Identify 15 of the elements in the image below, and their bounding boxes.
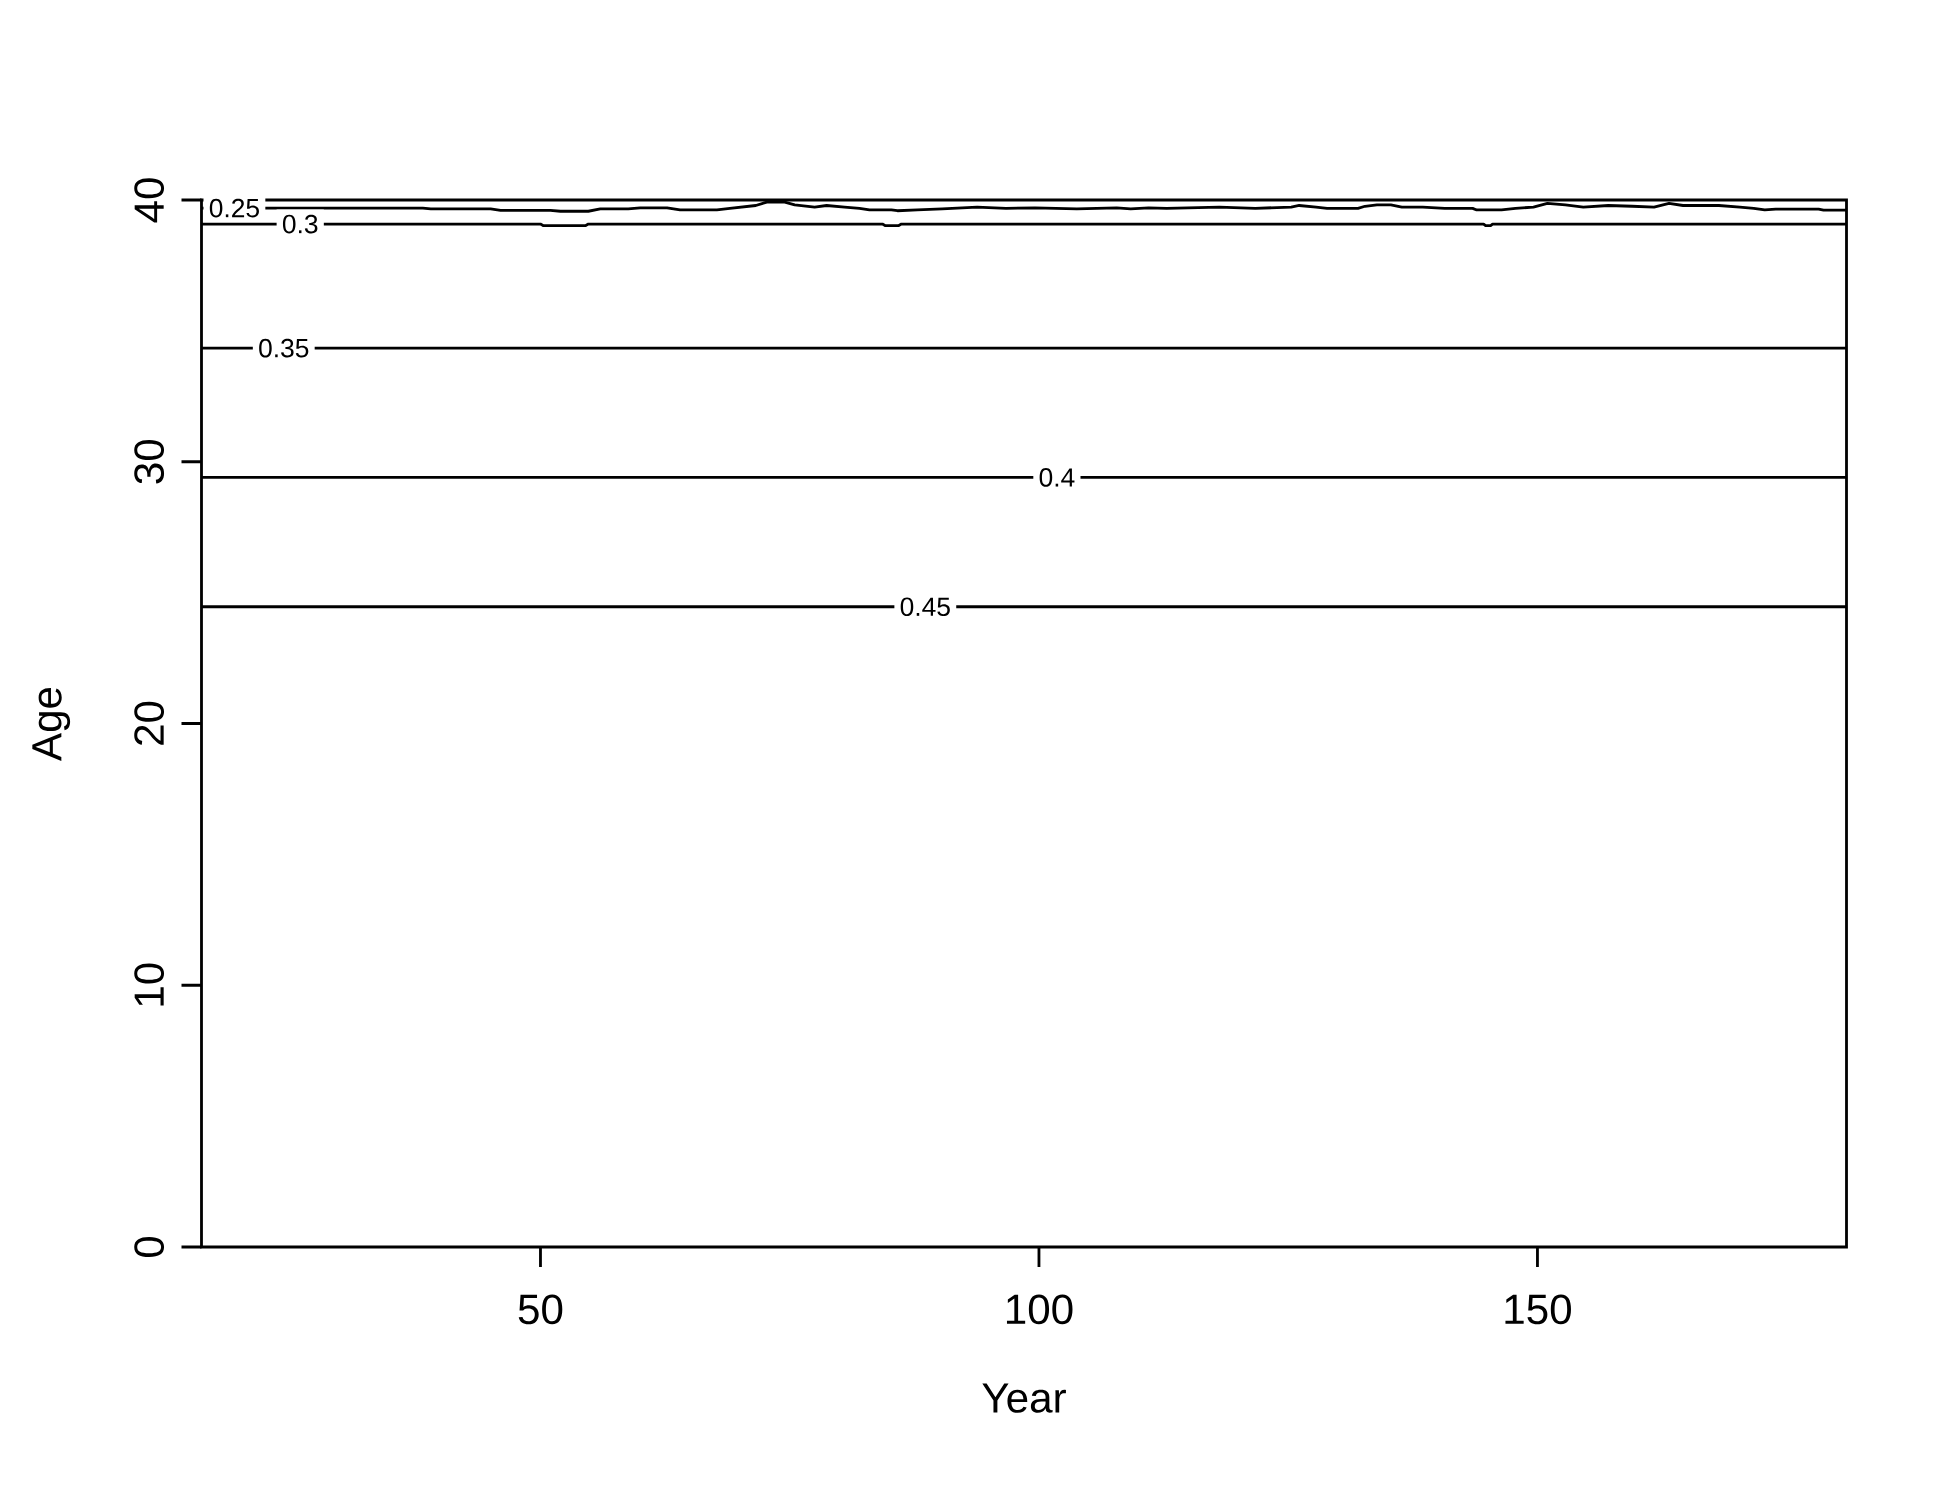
- x-tick-label: 100: [1006, 1294, 1073, 1325]
- y-tick-label: 20: [134, 701, 165, 745]
- series-label: 0.45: [900, 597, 950, 617]
- y-tick-label: 0: [134, 1236, 165, 1258]
- x-axis-title: Year: [982, 1383, 1066, 1413]
- series-label: 0.4: [1039, 468, 1075, 487]
- x-tick-label: 150: [1505, 1294, 1571, 1325]
- legend-label: 0.25: [209, 198, 259, 218]
- y-tick-label: 40: [134, 178, 165, 223]
- y-tick-label: 10: [134, 963, 165, 1006]
- y-tick-label: 30: [134, 439, 165, 484]
- y-axis-title: Age: [32, 687, 71, 761]
- x-tick-label: 50: [518, 1294, 563, 1325]
- series-label: 0.35: [259, 338, 309, 358]
- series-label: 0.3: [282, 214, 318, 234]
